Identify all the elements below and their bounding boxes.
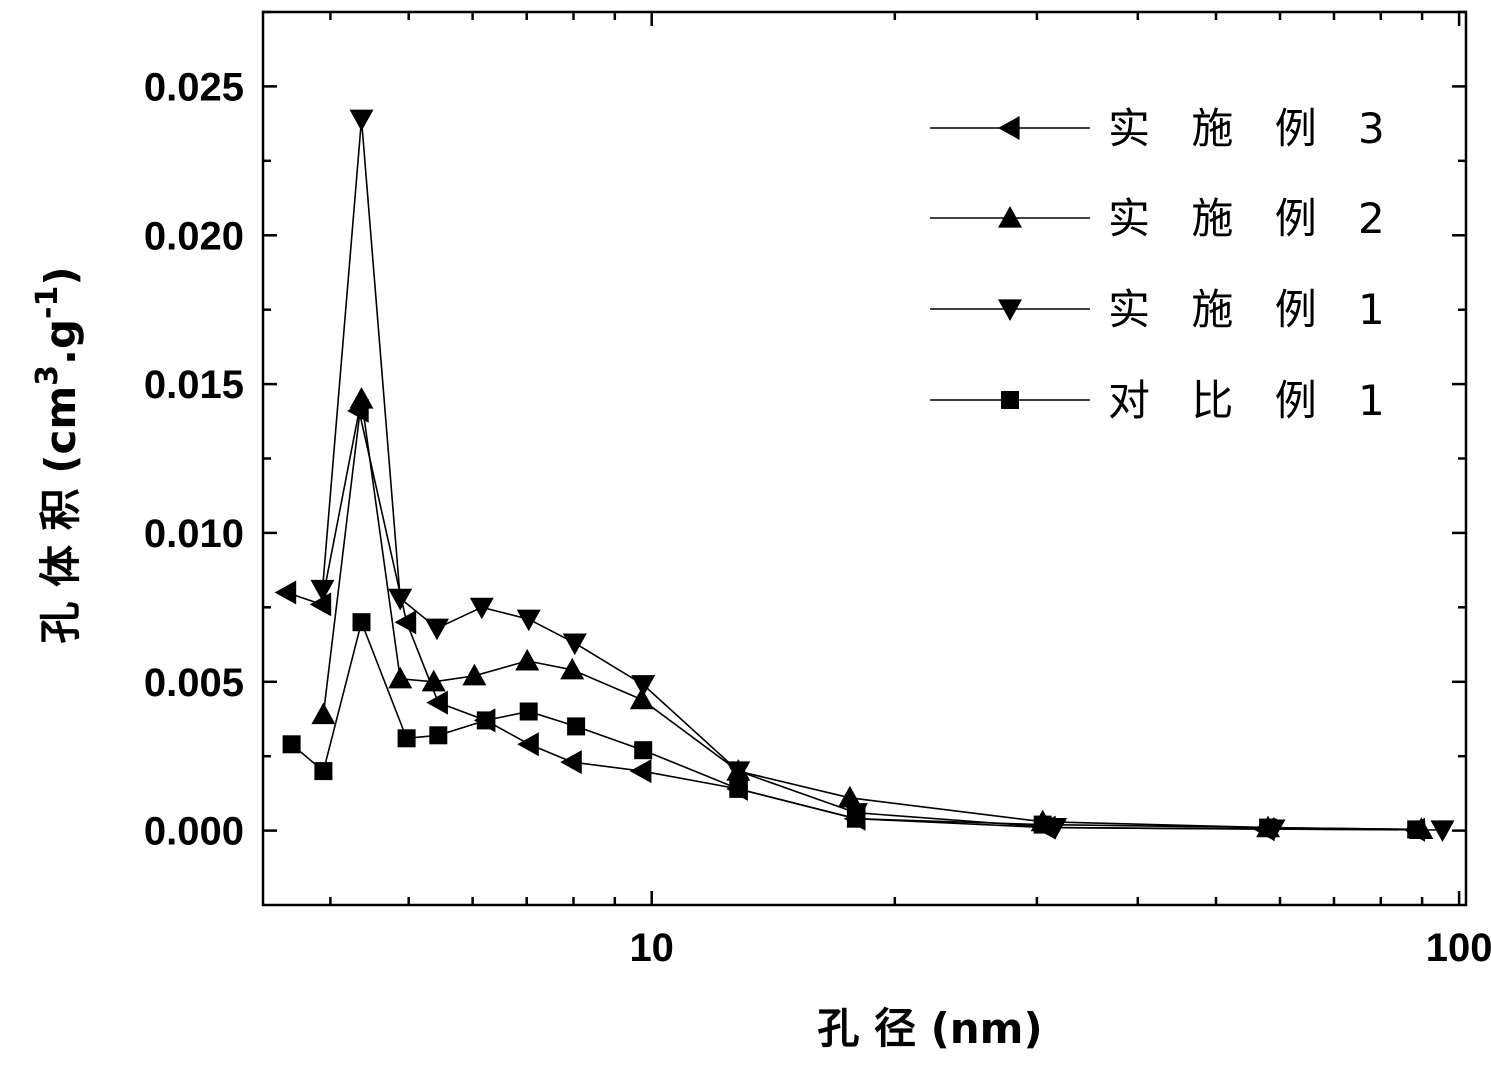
- series-line: [291, 619, 1417, 831]
- data-point-triangle-down: [469, 597, 494, 620]
- data-point-triangle-down: [631, 675, 656, 697]
- series-layer: [274, 109, 1455, 842]
- data-point-square: [282, 735, 301, 754]
- data-point-square: [352, 613, 371, 632]
- legend-label: 实 施 例 1: [1108, 285, 1399, 334]
- legend-label: 实 施 例 2: [1108, 194, 1399, 243]
- legend-item: 实 施 例 1: [930, 285, 1399, 334]
- data-point-triangle-left: [560, 750, 582, 775]
- series-4: [282, 613, 1426, 839]
- legend-item: 对 比 例 1: [930, 376, 1399, 425]
- data-point-triangle-up: [515, 648, 540, 671]
- data-point-triangle-up: [629, 687, 654, 710]
- y-tick-label: 0.000: [144, 810, 244, 854]
- y-axis-title-mid: .g: [36, 319, 85, 365]
- x-tick-label: 10: [629, 926, 674, 970]
- legend-label: 实 施 例 3: [1108, 104, 1399, 153]
- data-point-square: [314, 762, 333, 781]
- data-point-square: [429, 726, 448, 745]
- x-tick-label: 100: [1426, 926, 1491, 970]
- data-point-square: [1033, 815, 1052, 834]
- data-point-triangle-up: [421, 669, 446, 692]
- data-point-triangle-down: [425, 618, 449, 641]
- data-point-square: [519, 702, 538, 721]
- x-axis-ticks: 10 100: [329, 12, 1491, 970]
- series-line: [286, 410, 1416, 831]
- data-point-triangle-up: [837, 785, 862, 808]
- data-point-triangle-left: [426, 690, 448, 715]
- y-tick-label: 0.025: [144, 65, 244, 109]
- legend: 实 施 例 3 实 施 例 2 实 施 例 1 对 比 例 1: [930, 104, 1399, 425]
- legend-marker-triangle-up: [998, 206, 1022, 228]
- legend-item: 实 施 例 2: [930, 194, 1399, 243]
- y-tick-label: 0.015: [144, 363, 244, 407]
- y-axis-title-sup1: 3: [30, 365, 65, 386]
- data-point-triangle-down: [726, 761, 751, 784]
- data-point-square: [567, 717, 586, 736]
- data-point-triangle-left: [274, 580, 297, 605]
- y-axis-ticks: 0.000 0.005 0.010 0.015 0.020 0.025: [144, 10, 1466, 854]
- data-point-triangle-up: [462, 663, 487, 686]
- data-point-triangle-down: [388, 588, 413, 611]
- legend-marker-triangle-left: [998, 116, 1020, 140]
- legend-item: 实 施 例 3: [930, 104, 1399, 153]
- legend-marker-square: [1001, 391, 1019, 409]
- y-tick-label: 0.010: [144, 512, 244, 556]
- data-point-square: [846, 809, 865, 828]
- data-point-triangle-left: [629, 759, 652, 784]
- data-point-triangle-down: [1430, 820, 1455, 842]
- data-point-square: [397, 729, 416, 748]
- y-axis-title: 孔 体 积 (cm3.g-1): [30, 266, 85, 643]
- data-point-square: [729, 779, 748, 798]
- data-point-square: [634, 741, 653, 760]
- data-point-square: [1259, 818, 1278, 837]
- data-point-square: [1407, 820, 1426, 839]
- x-axis-title: 孔 径 (nm): [817, 1004, 1042, 1053]
- data-point-triangle-up: [560, 657, 585, 680]
- data-point-triangle-down: [562, 633, 587, 656]
- data-point-triangle-left: [517, 732, 539, 757]
- data-point-square: [476, 711, 495, 730]
- data-point-triangle-up: [311, 702, 336, 725]
- data-point-triangle-left: [309, 592, 332, 617]
- y-axis-title-end: ): [36, 266, 85, 285]
- y-tick-label: 0.020: [144, 214, 244, 258]
- data-point-triangle-up: [349, 387, 374, 409]
- data-point-triangle-left: [394, 610, 417, 635]
- data-point-triangle-down: [349, 109, 374, 132]
- legend-label: 对 比 例 1: [1108, 376, 1399, 425]
- y-axis-title-main: 孔 体 积 (cm: [36, 386, 85, 644]
- y-axis-title-sup2: -1: [30, 286, 65, 319]
- legend-marker-triangle-down: [998, 299, 1022, 321]
- data-point-triangle-down: [516, 609, 541, 632]
- data-point-triangle-up: [388, 666, 413, 689]
- y-tick-label: 0.005: [144, 661, 244, 705]
- data-point-triangle-down: [310, 579, 335, 602]
